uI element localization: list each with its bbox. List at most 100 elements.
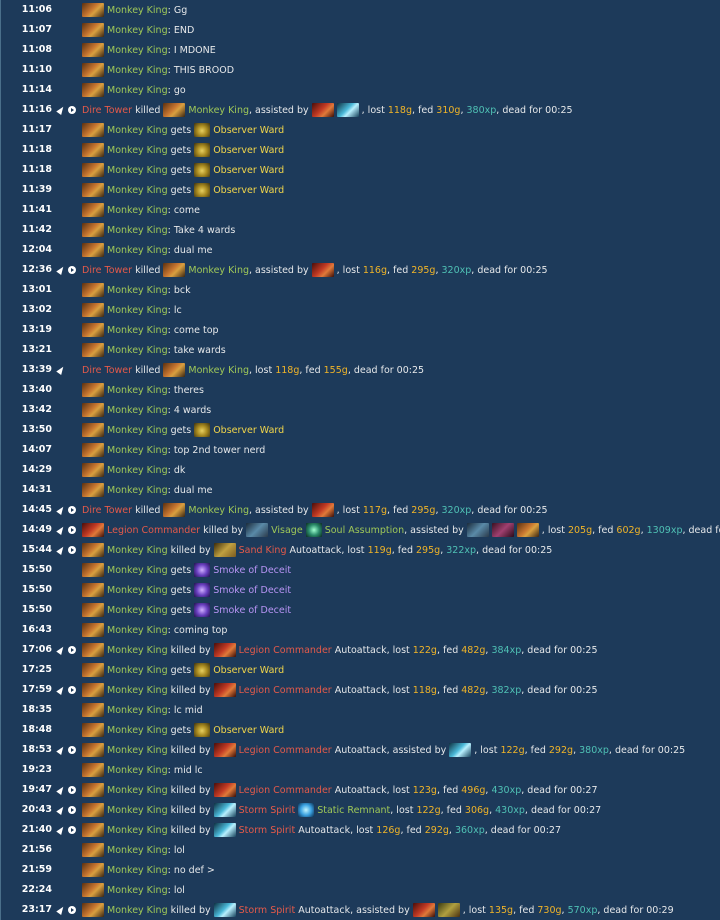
unit-name: Monkey King (107, 804, 168, 816)
play-circle-icon[interactable] (68, 646, 76, 654)
unit-name: Monkey King (107, 564, 168, 576)
play-circle-icon[interactable] (68, 266, 76, 274)
log-text: , lost (474, 744, 501, 756)
hero-portrait-icon (449, 743, 472, 757)
play-circle-icon[interactable] (68, 906, 76, 914)
log-text: , dead for 00:25 (521, 684, 598, 696)
map-pin-icon[interactable] (56, 745, 66, 755)
unit-name: Monkey King (107, 384, 168, 396)
unit-name: Legion Commander (107, 524, 201, 536)
log-time: 11:18 (21, 164, 52, 175)
unit-name: Dire Tower (82, 104, 133, 116)
gold-value: 482g (461, 644, 486, 656)
log-time: 20:43 (21, 804, 52, 815)
log-message: Monkey King killed by Storm Spirit Stati… (82, 800, 716, 820)
play-circle-icon[interactable] (68, 106, 76, 114)
gold-value: 205g (567, 524, 593, 536)
map-pin-icon[interactable] (56, 685, 66, 695)
log-text: , assisted by (249, 104, 312, 116)
ward-item-icon (194, 723, 211, 737)
log-time: 13:01 (21, 284, 52, 295)
map-pin-icon[interactable] (56, 785, 66, 795)
log-text: , dead for 00:27 (521, 784, 598, 796)
log-time: 13:19 (21, 324, 52, 335)
map-pin-icon[interactable] (56, 265, 66, 275)
log-message: Monkey King: lol (82, 840, 716, 860)
log-row: 12:36 Dire Tower killed Monkey King, assi… (0, 260, 720, 280)
play-circle-icon[interactable] (68, 826, 76, 834)
unit-name: Monkey King (107, 644, 168, 656)
log-time: 12:04 (21, 244, 52, 255)
log-text: , (485, 784, 492, 796)
unit-name: Monkey King (107, 284, 168, 296)
log-row: 11:18 Monkey King gets Observer Ward (0, 140, 720, 160)
log-text: Observer Ward (213, 424, 285, 436)
log-message: Monkey King: lol (82, 880, 716, 900)
log-row: 22:24 Monkey King: lol (0, 880, 720, 900)
map-pin-icon[interactable] (56, 545, 66, 555)
log-message: Monkey King gets Smoke of Deceit (82, 600, 716, 620)
map-pin-icon[interactable] (56, 365, 66, 375)
log-message: Monkey King: lc (82, 300, 716, 320)
play-circle-icon[interactable] (68, 686, 76, 694)
log-text: killed by (200, 524, 247, 536)
hero-portrait-icon (82, 123, 104, 137)
map-pin-icon[interactable] (56, 505, 66, 515)
hero-portrait-icon (82, 763, 104, 777)
log-text: : lol (167, 884, 185, 896)
unit-name: Monkey King (107, 904, 168, 916)
log-message: Monkey King: dk (82, 460, 716, 480)
log-text: gets (167, 564, 195, 576)
ward-item-icon (194, 663, 211, 677)
log-row: 11:18 Monkey King gets Observer Ward (0, 160, 720, 180)
log-row: 17:59 Monkey King killed by Legion Comman… (0, 680, 720, 700)
unit-name: Monkey King (107, 424, 168, 436)
gold-value: 602g (616, 524, 641, 536)
hero-portrait-icon (213, 823, 236, 837)
unit-name: Storm Spirit (238, 904, 296, 916)
log-actions (56, 260, 79, 280)
map-pin-icon[interactable] (56, 905, 66, 915)
log-text: , fed (412, 104, 437, 116)
log-text: , assisted by (249, 504, 312, 516)
log-time: 11:17 (21, 124, 52, 135)
map-pin-icon[interactable] (56, 105, 66, 115)
play-circle-icon[interactable] (68, 746, 76, 754)
play-circle-icon[interactable] (68, 786, 76, 794)
map-pin-icon[interactable] (56, 805, 66, 815)
log-message: Monkey King: no def > (82, 860, 716, 880)
unit-name: Monkey King (107, 304, 168, 316)
play-circle-icon[interactable] (68, 546, 76, 554)
log-time: 13:42 (21, 404, 52, 415)
map-pin-icon[interactable] (56, 525, 66, 535)
log-text: , fed (524, 744, 549, 756)
log-time: 16:43 (21, 624, 52, 635)
hero-portrait-icon (82, 843, 104, 857)
log-text: Static Remnant (317, 804, 391, 816)
unit-name: Legion Commander (238, 684, 332, 696)
map-pin-icon[interactable] (56, 645, 66, 655)
ward-item-icon (194, 163, 211, 177)
map-pin-icon[interactable] (56, 825, 66, 835)
play-circle-icon[interactable] (68, 806, 76, 814)
play-circle-icon[interactable] (68, 526, 76, 534)
hero-portrait-icon (213, 743, 236, 757)
unit-name: Monkey King (107, 84, 168, 96)
log-text: Autoattack, lost (331, 784, 413, 796)
log-text: Autoattack, lost (331, 684, 413, 696)
log-row: 14:45 Dire Tower killed Monkey King, assi… (0, 500, 720, 520)
log-row: 20:43 Monkey King killed by Storm Spirit … (0, 800, 720, 820)
play-circle-icon[interactable] (68, 506, 76, 514)
log-text: : theres (167, 384, 204, 396)
gold-value: 295g (411, 264, 436, 276)
log-message: Dire Tower killed Monkey King, assisted … (82, 260, 716, 280)
hero-portrait-icon (82, 583, 104, 597)
xp-value: 384xp (491, 644, 522, 656)
hero-portrait-icon (163, 503, 186, 517)
hero-portrait-icon (311, 263, 334, 277)
log-message: Monkey King gets Observer Ward (82, 660, 716, 680)
hero-portrait-icon (246, 523, 269, 537)
smoke-item-icon (194, 563, 211, 577)
gold-value: 118g (412, 684, 437, 696)
unit-name: Monkey King (107, 724, 168, 736)
